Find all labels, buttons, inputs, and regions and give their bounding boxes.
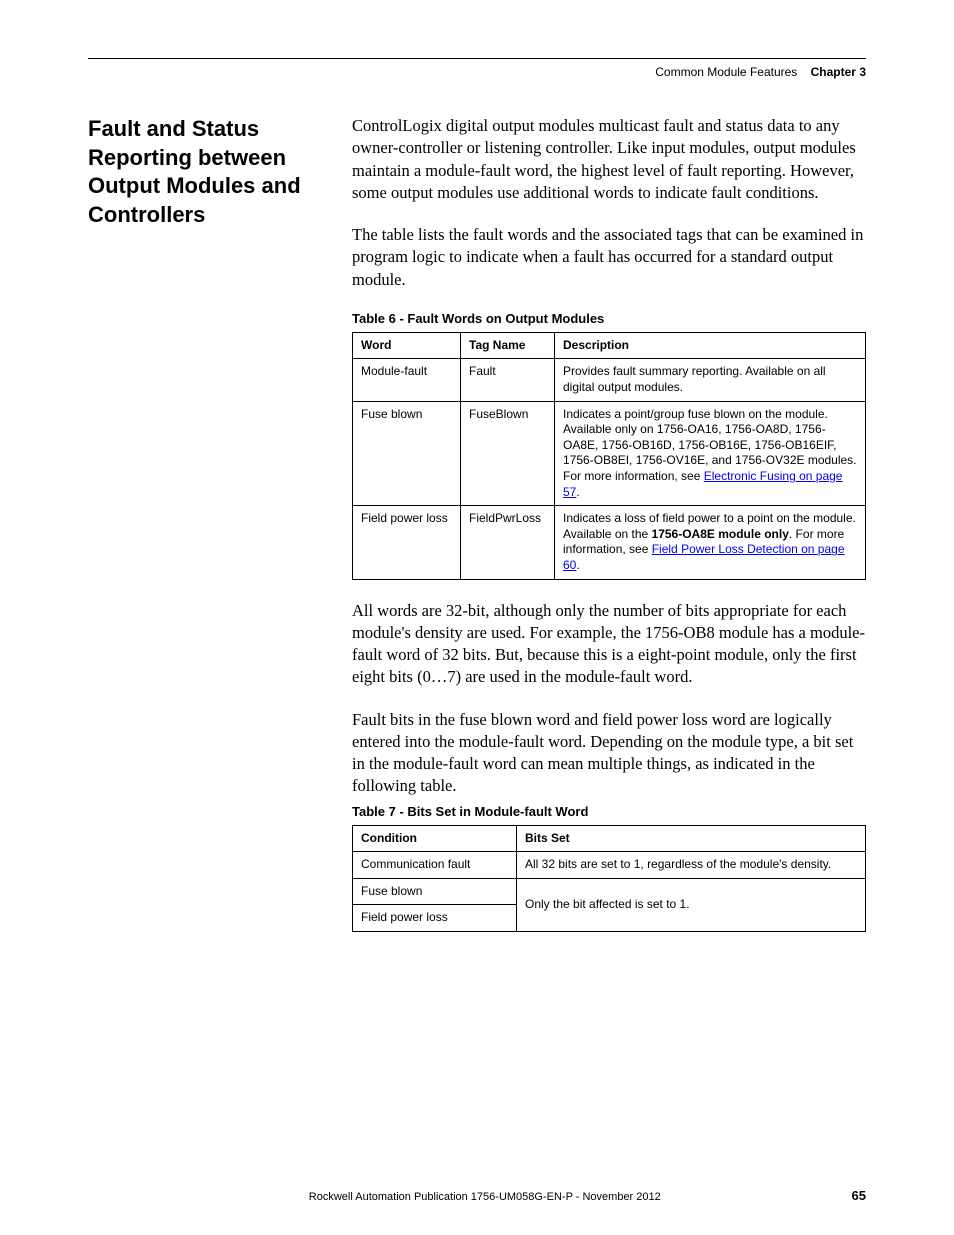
table7-caption: Table 7 - Bits Set in Module-fault Word xyxy=(352,804,866,819)
footer-publication: Rockwell Automation Publication 1756-UM0… xyxy=(118,1191,852,1203)
cell-bits: All 32 bits are set to 1, regardless of … xyxy=(517,852,866,879)
cell-condition: Communication fault xyxy=(353,852,517,879)
cell-tag: FuseBlown xyxy=(461,401,555,506)
header-rule xyxy=(88,58,866,59)
cell-tag: Fault xyxy=(461,359,555,401)
desc-text: . xyxy=(576,485,579,499)
table-row: Fuse blown Only the bit affected is set … xyxy=(353,878,866,905)
table-7: Condition Bits Set Communication fault A… xyxy=(352,825,866,932)
cell-tag: FieldPwrLoss xyxy=(461,506,555,579)
section-heading: Fault and Status Reporting between Outpu… xyxy=(88,115,324,229)
cell-bits-merged: Only the bit affected is set to 1. xyxy=(517,878,866,931)
cell-word: Fuse blown xyxy=(353,401,461,506)
desc-text: . xyxy=(576,558,579,572)
cell-desc: Provides fault summary reporting. Availa… xyxy=(555,359,866,401)
header-section: Common Module Features xyxy=(655,65,797,79)
table-row: Field power loss FieldPwrLoss Indicates … xyxy=(353,506,866,579)
table-row: Module-fault Fault Provides fault summar… xyxy=(353,359,866,401)
paragraph-4: Fault bits in the fuse blown word and fi… xyxy=(352,709,866,798)
table6-caption: Table 6 - Fault Words on Output Modules xyxy=(352,311,866,326)
table7-h2: Bits Set xyxy=(517,825,866,852)
cell-condition: Fuse blown xyxy=(353,878,517,905)
desc-bold: 1756-OA8E module only xyxy=(652,527,789,541)
running-header: Common Module Features Chapter 3 xyxy=(88,65,866,79)
header-chapter: Chapter 3 xyxy=(811,65,866,79)
table6-h1: Word xyxy=(353,332,461,359)
cell-word: Module-fault xyxy=(353,359,461,401)
cell-condition: Field power loss xyxy=(353,905,517,932)
table6-h2: Tag Name xyxy=(461,332,555,359)
paragraph-3: All words are 32-bit, although only the … xyxy=(352,600,866,689)
cell-word: Field power loss xyxy=(353,506,461,579)
table6-h3: Description xyxy=(555,332,866,359)
table7-h1: Condition xyxy=(353,825,517,852)
cell-desc: Indicates a loss of field power to a poi… xyxy=(555,506,866,579)
table-row: Communication fault All 32 bits are set … xyxy=(353,852,866,879)
footer-page-number: 65 xyxy=(852,1188,866,1203)
cell-desc: Indicates a point/group fuse blown on th… xyxy=(555,401,866,506)
page-footer: Rockwell Automation Publication 1756-UM0… xyxy=(88,1188,866,1203)
table-row: Fuse blown FuseBlown Indicates a point/g… xyxy=(353,401,866,506)
paragraph-2: The table lists the fault words and the … xyxy=(352,224,866,291)
table-6: Word Tag Name Description Module-fault F… xyxy=(352,332,866,580)
paragraph-1: ControlLogix digital output modules mult… xyxy=(352,115,866,204)
